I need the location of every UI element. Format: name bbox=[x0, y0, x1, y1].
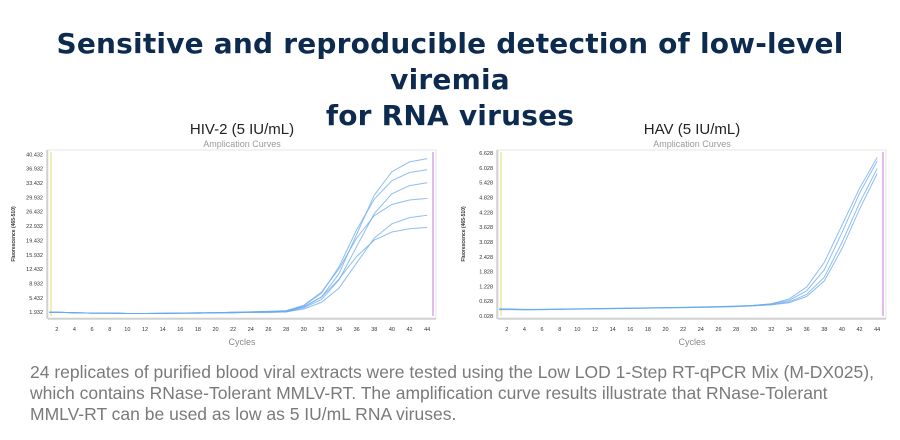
y-tick-label: 1.228 bbox=[479, 284, 493, 290]
y-tick-label: 0.028 bbox=[479, 314, 493, 320]
x-tick-label: 14 bbox=[160, 327, 166, 333]
y-tick-label: 1.828 bbox=[479, 270, 493, 276]
y-tick-label: 0.628 bbox=[479, 299, 493, 305]
amplification-curve-rep2 bbox=[499, 160, 878, 310]
amplification-curve-rep1 bbox=[49, 158, 428, 314]
amplification-curve-rep1 bbox=[499, 168, 878, 311]
x-tick-label: 22 bbox=[230, 327, 236, 333]
x-tick-label: 12 bbox=[592, 327, 598, 333]
y-tick-label: 3.028 bbox=[479, 240, 493, 246]
chart-hiv2: HIV-2 (5 IU/mL)Amplication Curves 1.932 5.… bbox=[11, 121, 437, 347]
y-tick-label: 1.932 bbox=[29, 310, 43, 316]
y-tick-label: 8.932 bbox=[29, 281, 43, 287]
plot-area bbox=[497, 149, 887, 319]
x-tick-label: 4 bbox=[523, 327, 526, 333]
x-tick-label: 4 bbox=[73, 327, 76, 333]
x-tick-label: 6 bbox=[541, 327, 544, 333]
amplification-curve-rep5 bbox=[49, 214, 428, 314]
y-tick-label: 22.932 bbox=[26, 224, 43, 230]
y-axis-label: Fluorescence (465-510) bbox=[11, 206, 17, 262]
amplification-curve-rep3 bbox=[499, 173, 878, 311]
y-tick-label: 29.932 bbox=[26, 195, 43, 201]
y-tick-label: 40.432 bbox=[26, 152, 43, 158]
x-tick-label: 26 bbox=[715, 327, 721, 333]
x-tick-label: 34 bbox=[786, 327, 792, 333]
x-tick-label: 10 bbox=[124, 327, 130, 333]
amplification-curve-rep4 bbox=[49, 197, 428, 314]
x-tick-label: 8 bbox=[108, 327, 111, 333]
y-tick-label: 5.428 bbox=[479, 181, 493, 187]
page-title: Sensitive and reproducible detection of … bbox=[0, 26, 900, 134]
y-tick-label: 26.432 bbox=[26, 210, 43, 216]
x-tick-label: 38 bbox=[371, 327, 377, 333]
x-tick-label: 20 bbox=[662, 327, 668, 333]
x-tick-label: 10 bbox=[574, 327, 580, 333]
x-tick-label: 24 bbox=[698, 327, 704, 333]
x-tick-label: 18 bbox=[645, 327, 651, 333]
y-tick-label: 19.432 bbox=[26, 238, 43, 244]
y-tick-label: 3.628 bbox=[479, 225, 493, 231]
x-tick-label: 24 bbox=[248, 327, 254, 333]
x-tick-label: 2 bbox=[55, 327, 58, 333]
x-tick-label: 30 bbox=[301, 327, 307, 333]
chart-subtitle: Amplication Curves bbox=[203, 139, 281, 149]
y-tick-label: 4.828 bbox=[479, 195, 493, 201]
y-tick-label: 36.932 bbox=[26, 167, 43, 173]
amplification-curve-rep6 bbox=[49, 226, 428, 314]
caption: 24 replicates of purified blood viral ex… bbox=[30, 362, 874, 424]
x-tick-label: 40 bbox=[389, 327, 395, 333]
x-tick-label: 34 bbox=[336, 327, 342, 333]
x-tick-label: 16 bbox=[177, 327, 183, 333]
x-tick-label: 30 bbox=[751, 327, 757, 333]
plot-area bbox=[47, 149, 437, 319]
x-tick-label: 20 bbox=[212, 327, 218, 333]
x-tick-label: 6 bbox=[91, 327, 94, 333]
chart-hav: HAV (5 IU/mL)Amplication Curves 0.028 0.62… bbox=[461, 121, 887, 347]
x-tick-label: 36 bbox=[804, 327, 810, 333]
x-tick-label: 44 bbox=[424, 327, 430, 333]
amplification-curve-rep4 bbox=[499, 157, 878, 311]
x-tick-label: 38 bbox=[821, 327, 827, 333]
x-tick-label: 8 bbox=[558, 327, 561, 333]
x-tick-label: 18 bbox=[195, 327, 201, 333]
y-axis-label: Fluorescence (465-510) bbox=[461, 206, 467, 262]
y-tick-label: 6.628 bbox=[479, 151, 493, 157]
y-tick-label: 12.432 bbox=[26, 267, 43, 273]
x-tick-label: 40 bbox=[839, 327, 845, 333]
x-tick-label: 16 bbox=[627, 327, 633, 333]
x-tick-label: 2 bbox=[505, 327, 508, 333]
x-tick-label: 36 bbox=[354, 327, 360, 333]
x-axis-label: Cycles bbox=[228, 337, 256, 347]
y-tick-label: 5.432 bbox=[29, 296, 43, 302]
x-tick-label: 28 bbox=[283, 327, 289, 333]
amplification-curve-rep2 bbox=[49, 169, 428, 314]
y-tick-label: 4.228 bbox=[479, 210, 493, 216]
x-tick-label: 28 bbox=[733, 327, 739, 333]
x-tick-label: 22 bbox=[680, 327, 686, 333]
chart-title: HAV (5 IU/mL) bbox=[644, 121, 740, 138]
page-title-line2: for RNA viruses bbox=[325, 99, 575, 132]
x-tick-label: 14 bbox=[610, 327, 616, 333]
x-tick-label: 12 bbox=[142, 327, 148, 333]
y-tick-label: 33.432 bbox=[26, 181, 43, 187]
y-tick-label: 15.932 bbox=[26, 253, 43, 259]
x-tick-label: 44 bbox=[874, 327, 880, 333]
chart-title: HIV-2 (5 IU/mL) bbox=[190, 121, 294, 138]
chart-subtitle: Amplication Curves bbox=[653, 139, 731, 149]
x-tick-label: 42 bbox=[856, 327, 862, 333]
page-title-line1: Sensitive and reproducible detection of … bbox=[56, 27, 844, 96]
x-axis-label: Cycles bbox=[678, 337, 706, 347]
x-tick-label: 42 bbox=[406, 327, 412, 333]
x-tick-label: 32 bbox=[318, 327, 324, 333]
y-tick-label: 2.428 bbox=[479, 255, 493, 261]
x-tick-label: 26 bbox=[265, 327, 271, 333]
x-tick-label: 32 bbox=[768, 327, 774, 333]
y-tick-label: 6.028 bbox=[479, 166, 493, 172]
